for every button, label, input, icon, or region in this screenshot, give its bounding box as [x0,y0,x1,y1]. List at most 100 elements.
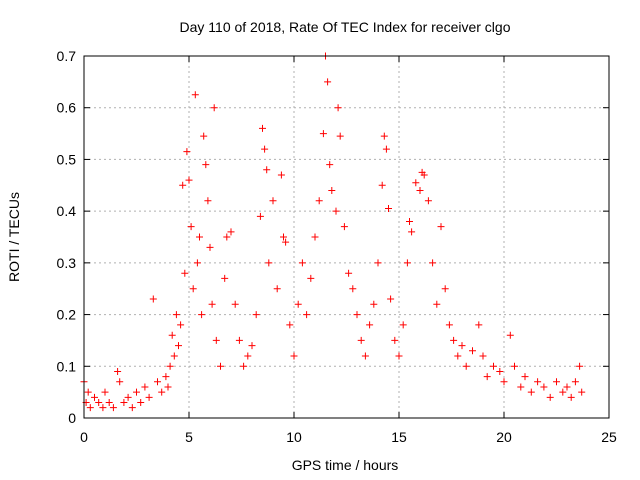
data-point [546,393,554,401]
data-point [269,197,277,205]
data-point [385,205,392,213]
plot-frame [83,55,610,419]
data-point [527,388,535,396]
data-point [120,398,128,406]
data-point [128,404,136,412]
data-point [521,373,529,381]
data-point [179,181,187,189]
data-point [540,383,548,391]
data-point [387,295,395,303]
data-point [576,362,584,370]
data-point [479,352,487,360]
data-point [353,311,361,319]
data-point [91,393,98,401]
chart-title: Day 110 of 2018, Rate Of TEC Index for r… [180,19,511,35]
data-point [391,336,399,344]
data-point [154,378,161,386]
data-point [567,393,575,401]
data-point [133,388,140,396]
y-axis-label: ROTI / TECUs [6,192,22,282]
data-point [204,197,212,205]
x-tick-label: 25 [601,429,617,445]
data-point [506,331,514,339]
y-tick-label: 0 [68,410,76,426]
data-point [137,398,145,406]
data-point [277,171,285,179]
data-point [261,145,269,153]
data-point [462,362,470,370]
data-point [374,259,382,267]
data-point [235,336,243,344]
data-point [326,161,334,169]
data-point [252,311,260,319]
data-point [382,145,390,153]
data-point [437,223,445,231]
data-point [496,367,504,375]
data-point [212,336,220,344]
data-point [412,179,420,187]
data-point [303,311,311,319]
data-point [145,393,153,401]
data-point [357,336,365,344]
data-point [340,223,348,231]
data-point [294,300,302,308]
data-point [210,104,218,112]
y-tick-label: 0.3 [57,255,77,271]
data-point [378,181,386,189]
data-point [424,197,432,205]
data-point [189,285,197,293]
data-point [298,259,306,267]
data-point [172,311,180,319]
data-point [475,321,483,329]
data-point [403,259,411,267]
data-point [454,352,462,360]
data-point [183,148,191,156]
data-point [101,388,109,396]
data-point [259,124,266,132]
data-point [334,104,342,112]
data-point [315,197,323,205]
x-tick-label: 0 [80,429,88,445]
data-point [578,388,586,396]
data-point [458,342,466,350]
data-point [164,383,172,391]
x-axis-label: GPS time / hours [292,457,399,473]
data-points [80,52,586,412]
data-point [273,285,281,293]
data-point [168,331,176,339]
y-tick-label: 0.1 [57,358,77,374]
data-point [490,362,497,370]
data-point [162,373,170,381]
data-point [221,274,229,282]
data-point [105,398,113,406]
data-point [240,362,248,370]
data-point [208,300,216,308]
data-point [336,132,344,140]
x-tick-label: 20 [496,429,512,445]
y-tick-label: 0.6 [57,100,77,116]
data-point [170,352,178,360]
data-point [191,91,199,99]
data-point [114,367,122,375]
data-point [324,78,332,86]
data-point [361,352,369,360]
data-point [223,233,231,241]
data-point [319,130,327,138]
data-point [571,378,579,386]
data-point [244,352,252,360]
data-point [280,233,287,241]
data-point [95,398,103,406]
data-point [517,383,525,391]
data-point [445,321,453,329]
data-point [175,342,182,350]
y-tick-label: 0.7 [57,48,77,64]
data-point [534,378,542,386]
data-point [84,388,92,396]
data-point [370,300,378,308]
data-point [511,362,518,370]
data-point [450,336,458,344]
data-point [395,352,403,360]
data-point [408,228,416,236]
data-point [469,347,476,355]
